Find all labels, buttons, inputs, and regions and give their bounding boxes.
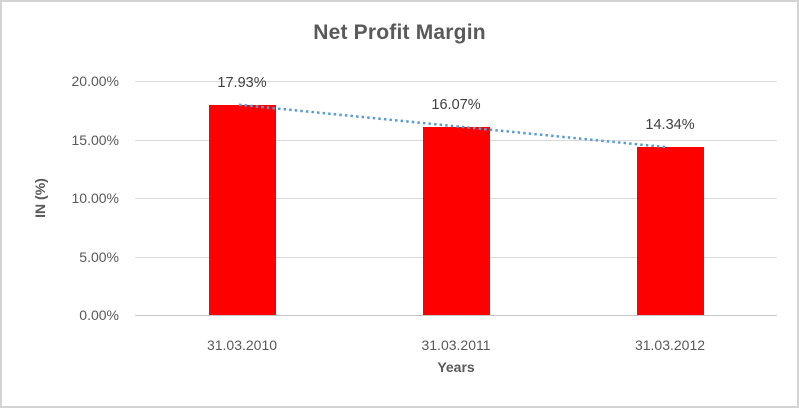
gridline <box>135 81 777 82</box>
x-tick-label: 31.03.2012 <box>634 337 706 353</box>
y-tick-label: 10.00% <box>71 190 119 206</box>
bar-31.03.2011 <box>422 126 490 315</box>
x-tick-label: 31.03.2010 <box>206 337 278 353</box>
plot-area <box>135 81 777 316</box>
chart-title: Net Profit Margin <box>313 21 486 44</box>
x-axis-line <box>135 315 777 316</box>
bar-31.03.2010 <box>208 105 276 315</box>
data-label: 17.93% <box>217 75 267 92</box>
y-tick-label: 5.00% <box>79 248 119 265</box>
x-axis-title: Years <box>437 359 475 375</box>
y-tick-label: 20.00% <box>71 73 119 89</box>
data-label: 14.34% <box>645 117 695 134</box>
bar-31.03.2012 <box>636 147 704 315</box>
data-label: 16.07% <box>431 96 481 113</box>
y-tick-label: 15.00% <box>71 131 119 148</box>
y-tick-label: 0.00% <box>79 307 119 323</box>
x-tick-label: 31.03.2011 <box>421 337 491 353</box>
